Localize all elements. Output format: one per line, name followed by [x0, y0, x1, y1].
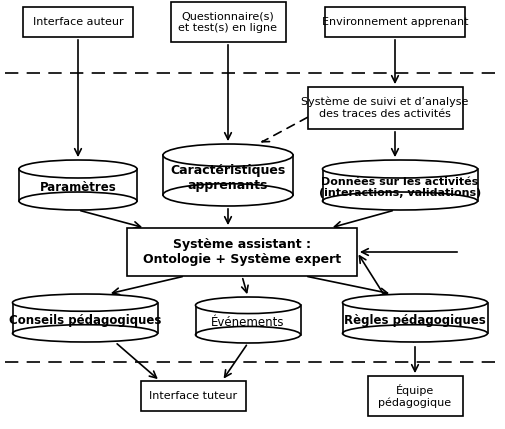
Polygon shape [342, 302, 487, 333]
Ellipse shape [163, 184, 293, 206]
Ellipse shape [195, 297, 300, 314]
Text: Système de suivi et d’analyse
des traces des activités: Système de suivi et d’analyse des traces… [301, 97, 469, 119]
Text: Règles pédagogiques: Règles pédagogiques [344, 314, 486, 327]
Text: Système assistant :
Ontologie + Système expert: Système assistant : Ontologie + Système … [143, 238, 341, 266]
Polygon shape [163, 155, 293, 195]
Ellipse shape [19, 160, 137, 178]
Text: Données sur les activités
(interactions, validations): Données sur les activités (interactions,… [319, 177, 481, 199]
Ellipse shape [195, 326, 300, 343]
FancyBboxPatch shape [308, 87, 463, 129]
Ellipse shape [342, 325, 487, 342]
FancyBboxPatch shape [140, 381, 245, 411]
FancyBboxPatch shape [325, 7, 465, 37]
Ellipse shape [163, 144, 293, 166]
FancyBboxPatch shape [23, 7, 133, 37]
Text: Conseils pédagogiques: Conseils pédagogiques [9, 314, 161, 327]
Text: Événements: Événements [211, 316, 285, 329]
Polygon shape [19, 169, 137, 201]
Polygon shape [13, 302, 158, 333]
Text: Paramètres: Paramètres [39, 181, 116, 194]
Ellipse shape [342, 294, 487, 311]
Text: Interface auteur: Interface auteur [33, 17, 123, 27]
Text: Équipe
pédagogique: Équipe pédagogique [378, 384, 451, 408]
FancyBboxPatch shape [368, 376, 463, 416]
Polygon shape [323, 169, 478, 201]
Ellipse shape [13, 294, 158, 311]
Text: Questionnaire(s)
et test(s) en ligne: Questionnaire(s) et test(s) en ligne [178, 11, 278, 33]
Ellipse shape [13, 325, 158, 342]
Ellipse shape [323, 192, 478, 210]
Polygon shape [195, 305, 300, 335]
FancyBboxPatch shape [171, 2, 285, 42]
Ellipse shape [323, 160, 478, 178]
Text: Interface tuteur: Interface tuteur [149, 391, 237, 401]
Ellipse shape [19, 192, 137, 210]
Text: Environnement apprenant: Environnement apprenant [322, 17, 468, 27]
FancyBboxPatch shape [127, 228, 357, 276]
Text: Caractéristiques
apprenants: Caractéristiques apprenants [170, 164, 286, 192]
